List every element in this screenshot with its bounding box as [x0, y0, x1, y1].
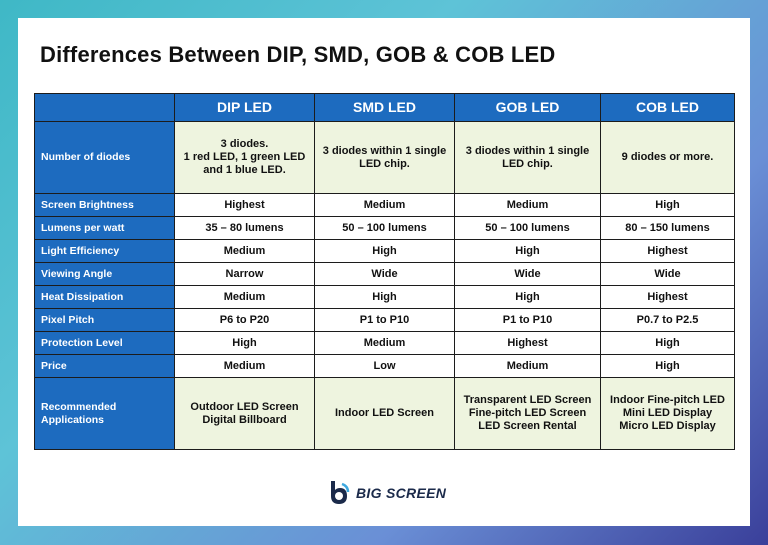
- header-gob-led: GOB LED: [454, 93, 601, 122]
- table-cell: Highest: [600, 285, 735, 309]
- table-cell: Wide: [454, 262, 601, 286]
- table-cell: Low: [314, 354, 455, 378]
- table-row: Number of diodes 3 diodes. 1 red LED, 1 gr…: [34, 121, 735, 194]
- row-label: Recommended Applications: [34, 377, 175, 450]
- row-label: Light Efficiency: [34, 239, 175, 263]
- table-cell: 9 diodes or more.: [600, 121, 735, 194]
- table-cell: High: [314, 239, 455, 263]
- table-cell: P1 to P10: [454, 308, 601, 332]
- table-cell: 35 – 80 lumens: [174, 216, 315, 240]
- table-cell: 80 – 150 lumens: [600, 216, 735, 240]
- table-row: Light Efficiency Medium High High Highest: [34, 239, 735, 263]
- table-row: Heat Dissipation Medium High High Highest: [34, 285, 735, 309]
- table-cell: Medium: [454, 354, 601, 378]
- table-cell: 3 diodes within 1 single LED chip.: [314, 121, 455, 194]
- table-cell: Wide: [314, 262, 455, 286]
- row-label: Viewing Angle: [34, 262, 175, 286]
- header-dip-led: DIP LED: [174, 93, 315, 122]
- table-cell: Medium: [314, 331, 455, 355]
- table-cell: Highest: [600, 239, 735, 263]
- row-label: Heat Dissipation: [34, 285, 175, 309]
- table-row: Protection Level High Medium Highest High: [34, 331, 735, 355]
- table-cell: Transparent LED Screen Fine-pitch LED Scr…: [454, 377, 601, 450]
- row-label: Screen Brightness: [34, 193, 175, 217]
- table-cell: High: [454, 239, 601, 263]
- table-cell: Medium: [174, 354, 315, 378]
- row-label: Number of diodes: [34, 121, 175, 194]
- row-label: Price: [34, 354, 175, 378]
- table-row: Viewing Angle Narrow Wide Wide Wide: [34, 262, 735, 286]
- table-cell: Medium: [314, 193, 455, 217]
- table-cell: Medium: [454, 193, 601, 217]
- page-title: Differences Between DIP, SMD, GOB & COB …: [40, 42, 556, 67]
- header-corner: [34, 93, 175, 122]
- table-cell: 50 – 100 lumens: [314, 216, 455, 240]
- table-cell: High: [600, 193, 735, 217]
- table-row: Lumens per watt 35 – 80 lumens 50 – 100 lu…: [34, 216, 735, 240]
- table-cell: Highest: [454, 331, 601, 355]
- table-cell: High: [314, 285, 455, 309]
- brand-name: BIG SCREEN: [356, 485, 447, 501]
- table-cell: P0.7 to P2.5: [600, 308, 735, 332]
- row-label: Pixel Pitch: [34, 308, 175, 332]
- big-screen-logo-icon: [328, 480, 350, 506]
- table-row: Pixel Pitch P6 to P20 P1 to P10 P1 to P10 P0…: [34, 308, 735, 332]
- table-cell: Medium: [174, 285, 315, 309]
- table-cell: Indoor Fine-pitch LED Mini LED Display Mic…: [600, 377, 735, 450]
- row-label: Lumens per watt: [34, 216, 175, 240]
- table-header-row: DIP LED SMD LED GOB LED COB LED: [34, 93, 735, 122]
- table-row: Screen Brightness Highest Medium Medium High: [34, 193, 735, 217]
- comparison-table: DIP LED SMD LED GOB LED COB LED Number o…: [34, 93, 735, 450]
- brand-logo: BIG SCREEN: [328, 480, 446, 506]
- table-cell: 50 – 100 lumens: [454, 216, 601, 240]
- table-cell: Wide: [600, 262, 735, 286]
- table-cell: 3 diodes within 1 single LED chip.: [454, 121, 601, 194]
- header-cob-led: COB LED: [600, 93, 735, 122]
- table-cell: High: [454, 285, 601, 309]
- content-card: Differences Between DIP, SMD, GOB & COB …: [18, 18, 750, 526]
- table-row: Price Medium Low Medium High: [34, 354, 735, 378]
- table-row: Recommended Applications Outdoor LED Scree…: [34, 377, 735, 450]
- row-label: Protection Level: [34, 331, 175, 355]
- table-cell: Outdoor LED Screen Digital Billboard: [174, 377, 315, 450]
- header-smd-led: SMD LED: [314, 93, 455, 122]
- table-cell: P1 to P10: [314, 308, 455, 332]
- table-cell: 3 diodes. 1 red LED, 1 green LED and 1 blu…: [174, 121, 315, 194]
- table-cell: High: [600, 331, 735, 355]
- table-cell: Medium: [174, 239, 315, 263]
- table-cell: P6 to P20: [174, 308, 315, 332]
- table-cell: High: [174, 331, 315, 355]
- table-cell: High: [600, 354, 735, 378]
- table-cell: Narrow: [174, 262, 315, 286]
- table-cell: Indoor LED Screen: [314, 377, 455, 450]
- table-cell: Highest: [174, 193, 315, 217]
